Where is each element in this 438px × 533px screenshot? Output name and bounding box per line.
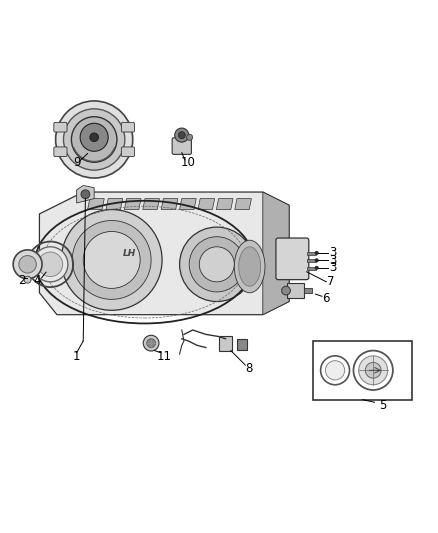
Circle shape (315, 266, 318, 270)
Polygon shape (263, 192, 289, 314)
Circle shape (90, 133, 99, 142)
Circle shape (175, 128, 189, 142)
FancyBboxPatch shape (121, 123, 134, 132)
Circle shape (81, 190, 90, 199)
Polygon shape (180, 199, 196, 209)
Polygon shape (143, 199, 159, 209)
Circle shape (282, 286, 290, 295)
Bar (307, 266, 316, 270)
FancyBboxPatch shape (276, 238, 309, 280)
Circle shape (365, 362, 381, 378)
Polygon shape (235, 199, 251, 209)
Circle shape (199, 247, 234, 282)
Ellipse shape (234, 240, 265, 293)
FancyBboxPatch shape (121, 147, 134, 157)
Circle shape (359, 356, 388, 385)
Circle shape (71, 117, 117, 162)
Polygon shape (106, 199, 123, 209)
Circle shape (33, 247, 68, 282)
Text: 5: 5 (380, 399, 387, 413)
Circle shape (80, 123, 108, 151)
Text: LH: LH (123, 249, 136, 258)
Bar (237, 339, 247, 350)
Circle shape (180, 227, 254, 302)
FancyBboxPatch shape (54, 147, 67, 157)
Circle shape (64, 109, 125, 170)
Circle shape (13, 250, 42, 279)
Text: 7: 7 (327, 276, 335, 288)
Circle shape (56, 101, 133, 178)
Text: 3: 3 (329, 246, 336, 260)
Polygon shape (88, 199, 104, 209)
Text: 1: 1 (73, 350, 81, 363)
Circle shape (24, 276, 31, 283)
Bar (287, 282, 304, 298)
Ellipse shape (239, 247, 261, 286)
Text: 3: 3 (329, 261, 336, 274)
Circle shape (315, 251, 318, 255)
Circle shape (19, 255, 36, 273)
Text: 4: 4 (33, 274, 41, 287)
Circle shape (147, 339, 155, 348)
Text: 6: 6 (322, 292, 330, 305)
Circle shape (187, 134, 193, 140)
Bar (313, 341, 412, 400)
Circle shape (61, 209, 162, 310)
Polygon shape (161, 199, 178, 209)
Text: 2: 2 (18, 274, 26, 287)
Text: 8: 8 (245, 361, 252, 375)
Circle shape (178, 132, 185, 139)
Polygon shape (216, 199, 233, 209)
Polygon shape (39, 192, 289, 314)
Text: 11: 11 (157, 350, 172, 363)
Bar (219, 336, 232, 351)
Circle shape (325, 361, 345, 380)
Polygon shape (77, 185, 94, 203)
Bar (304, 288, 312, 293)
Circle shape (143, 335, 159, 351)
Circle shape (38, 252, 63, 277)
Polygon shape (124, 199, 141, 209)
Circle shape (83, 231, 140, 288)
Circle shape (315, 259, 318, 262)
Text: 9: 9 (73, 156, 81, 169)
Circle shape (189, 237, 244, 292)
Text: 10: 10 (181, 156, 196, 169)
FancyBboxPatch shape (172, 138, 191, 155)
FancyBboxPatch shape (54, 123, 67, 132)
Polygon shape (198, 199, 215, 209)
Bar (307, 259, 316, 262)
Bar (307, 252, 316, 255)
Circle shape (72, 221, 151, 300)
Text: 3: 3 (329, 254, 336, 267)
